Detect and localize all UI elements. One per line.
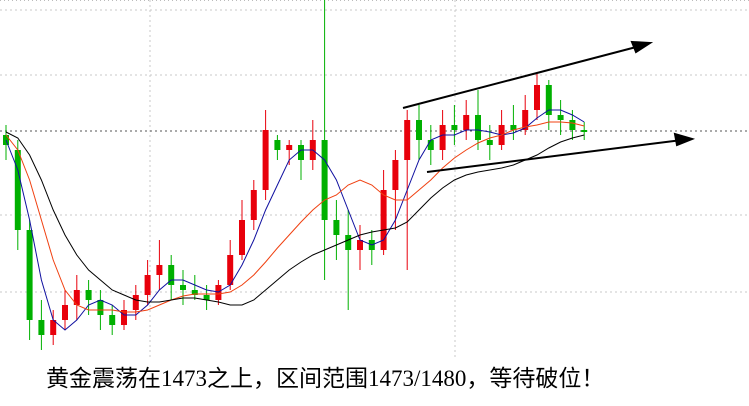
candle-body <box>26 230 33 320</box>
candle-body <box>180 285 186 290</box>
candle-body <box>97 300 104 315</box>
candle-body <box>463 115 470 130</box>
candle-body <box>227 255 234 285</box>
candle-body <box>109 315 116 325</box>
candle-body <box>534 85 540 110</box>
arrow-head <box>630 40 654 54</box>
candle-body <box>557 115 564 120</box>
candle-body <box>286 145 293 150</box>
candle-body <box>203 295 210 300</box>
candle-body <box>569 120 576 130</box>
candle-body <box>262 130 269 190</box>
candle-body <box>38 320 45 335</box>
upper-trend-line <box>402 45 641 109</box>
marks <box>3 0 588 350</box>
candle-body <box>73 290 80 305</box>
caption: 黄金震荡在1473之上，区间范围1473/1480，等待破位！ <box>46 366 604 391</box>
candle-body <box>427 140 434 150</box>
candle-body <box>85 290 92 300</box>
candle-body <box>581 130 588 132</box>
candle-body <box>404 120 411 160</box>
candle-body <box>451 125 458 130</box>
candle-body <box>439 125 446 150</box>
candle-body <box>510 125 517 130</box>
candle-body <box>357 240 363 250</box>
candle-body <box>298 145 304 160</box>
candle-body <box>321 140 328 220</box>
candle-body <box>392 160 399 190</box>
candle-body <box>239 220 245 255</box>
candle-body <box>274 140 281 150</box>
candle-body <box>416 120 422 140</box>
candle-body <box>333 220 340 235</box>
candle-body <box>168 265 175 285</box>
candle-body <box>132 295 139 310</box>
candle-body <box>144 275 151 295</box>
candle-body <box>62 305 68 320</box>
candle-body <box>250 190 257 220</box>
candle-body <box>545 85 552 115</box>
candle-body <box>156 265 163 275</box>
moving-average-line <box>5 109 585 331</box>
moving-average-line <box>5 131 585 306</box>
candle-body <box>345 235 352 250</box>
trend-lines <box>402 40 696 173</box>
candle-body <box>522 110 529 130</box>
moving-average-line <box>5 121 585 313</box>
lower-trend-line <box>426 139 683 173</box>
candle-body <box>14 150 21 230</box>
candle-body <box>380 190 387 250</box>
arrow-head <box>673 132 696 147</box>
candle-body <box>486 140 493 145</box>
candle-body <box>50 320 57 335</box>
candle-body <box>475 115 481 140</box>
candle-body <box>121 310 127 325</box>
candle-body <box>191 290 198 295</box>
